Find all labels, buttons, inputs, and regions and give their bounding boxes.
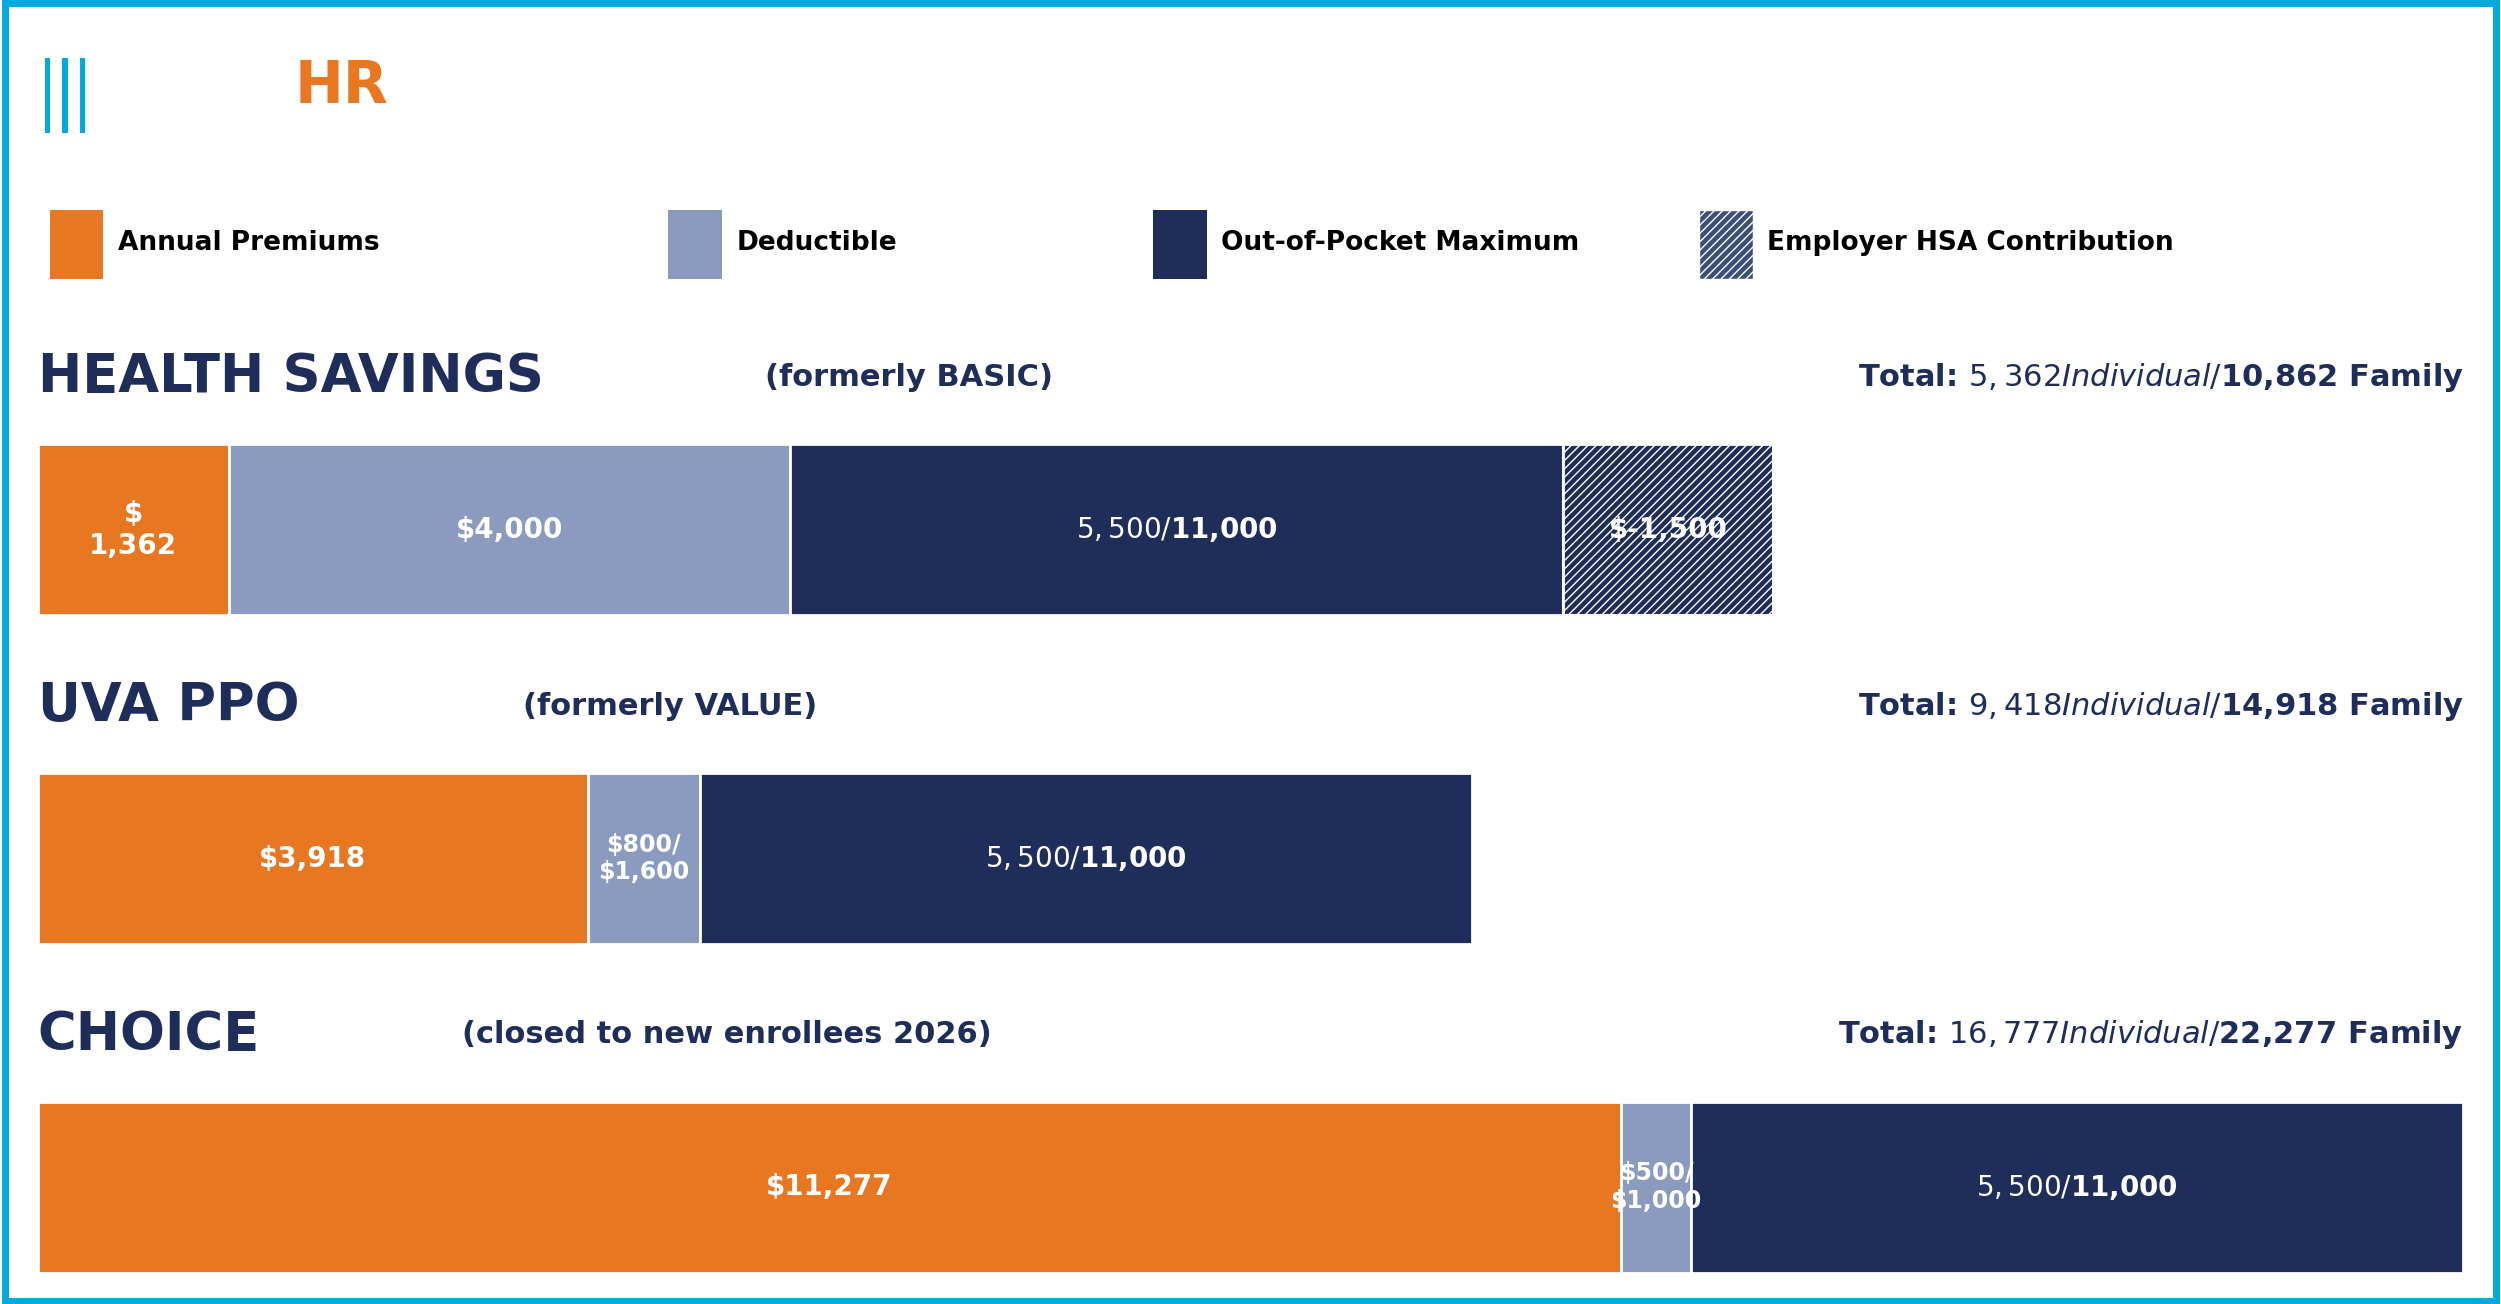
Text: Total: $5,362 Individual/$10,862 Family: Total: $5,362 Individual/$10,862 Family [1858,361,2463,394]
Wedge shape [38,51,93,53]
Bar [1563,445,1773,615]
Bar [50,210,103,279]
Text: $
1,362: $ 1,362 [90,499,178,561]
Bar [1563,445,1773,615]
Text: Annual Premiums: Annual Premiums [118,231,380,256]
Text: Deductible: Deductible [735,231,898,256]
Text: Total: $9,418 Individual/$14,918 Family: Total: $9,418 Individual/$14,918 Family [1858,690,2463,722]
Bar [1621,1102,1691,1273]
Text: UVA PPO: UVA PPO [38,681,300,732]
Bar [1698,210,1753,279]
Bar [38,445,228,615]
Text: $4,000: $4,000 [455,516,563,544]
Bar [700,773,1473,944]
Text: (formerly VALUE): (formerly VALUE) [523,691,818,721]
Text: HR: HR [295,57,390,115]
Bar [30,136,100,147]
Text: (formerly BASIC): (formerly BASIC) [765,363,1053,393]
Text: FAMILY: FAMILY [1083,44,1418,128]
Bar [45,59,50,133]
Text: Total: $16,777 Individual/$22,277 Family: Total: $16,777 Individual/$22,277 Family [1838,1018,2463,1051]
Text: HEALTH SAVINGS: HEALTH SAVINGS [38,352,543,403]
Text: $-1,500: $-1,500 [1608,516,1728,544]
Text: UVA: UVA [130,57,263,115]
Bar [80,59,85,133]
Text: $800/
$1,600: $800/ $1,600 [598,833,690,884]
Text: $5,500/$11,000: $5,500/$11,000 [985,844,1188,872]
Text: Employer HSA Contribution: Employer HSA Contribution [1768,231,2173,256]
Bar [38,1102,1621,1273]
Bar [63,59,68,133]
Bar [38,773,588,944]
Text: $500/
$1,000: $500/ $1,000 [1611,1162,1701,1213]
Bar [1153,210,1208,279]
Text: (closed to new enrollees 2026): (closed to new enrollees 2026) [463,1020,993,1050]
Text: Plan Year 2025: Plan Year 2025 [2041,63,2461,111]
Text: $11,277: $11,277 [765,1174,893,1201]
Bar [668,210,723,279]
Bar [790,445,1563,615]
Text: $5,500/$11,000: $5,500/$11,000 [1075,515,1278,544]
Bar [1698,210,1753,279]
Bar [228,445,790,615]
Bar [1691,1102,2463,1273]
Bar [38,56,93,138]
Text: CHOICE: CHOICE [38,1009,260,1060]
Bar [588,773,700,944]
Text: Out-of-Pocket Maximum: Out-of-Pocket Maximum [1220,231,1581,256]
Text: $3,918: $3,918 [260,845,365,872]
Text: $5,500/$11,000: $5,500/$11,000 [1976,1172,2178,1201]
